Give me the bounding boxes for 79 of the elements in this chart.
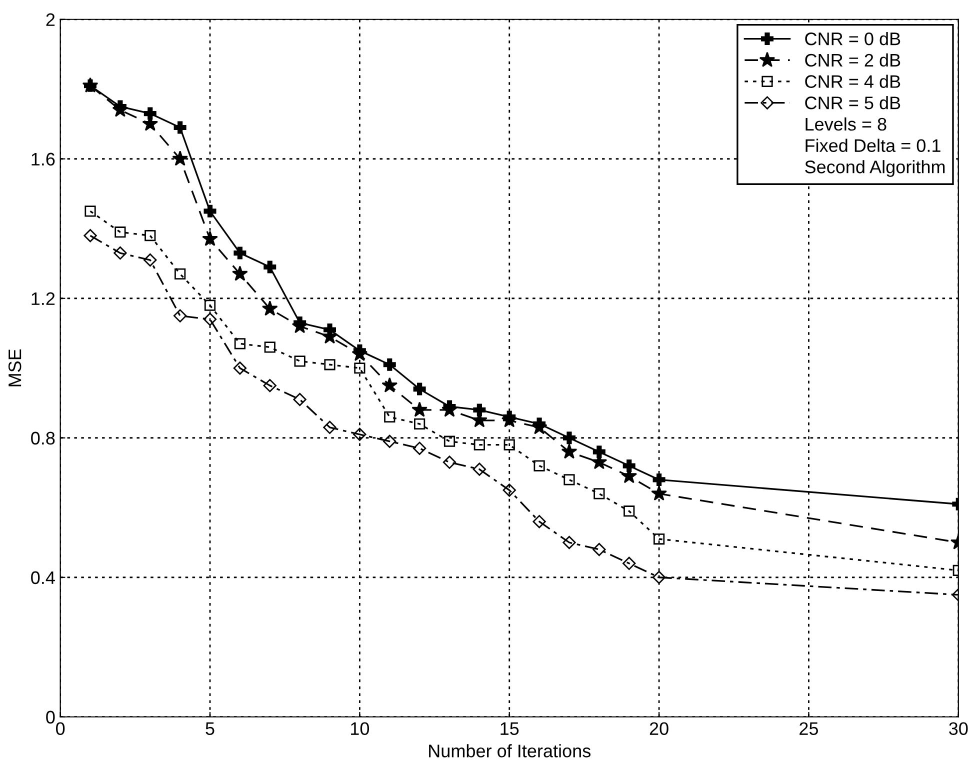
point: [234, 338, 246, 350]
point: [172, 150, 188, 166]
point: [204, 300, 216, 311]
y-tick-label: 0: [46, 710, 55, 724]
point: [383, 358, 396, 371]
point: [474, 439, 485, 450]
point: [202, 230, 218, 246]
point: [412, 402, 428, 417]
point: [442, 456, 456, 469]
point: [144, 107, 156, 120]
x-tick-label: 0: [56, 722, 65, 735]
point: [652, 570, 666, 584]
legend-label: CNR = 0 dB: [805, 32, 900, 46]
point: [174, 268, 186, 280]
point: [84, 229, 97, 242]
x-tick-label: 5: [206, 722, 214, 735]
point: [532, 514, 546, 528]
x-axis-title: Number of Iterations: [429, 744, 591, 758]
legend-label: CNR = 2 dB: [805, 53, 900, 67]
point: [262, 300, 278, 316]
annotation: Second Algorithm: [805, 160, 945, 177]
point: [264, 260, 276, 274]
y-tick-label: 2: [46, 13, 55, 26]
point: [653, 533, 665, 545]
point: [264, 342, 276, 353]
legend-label: CNR = 5 dB: [805, 96, 900, 110]
point: [383, 434, 396, 448]
point: [564, 474, 575, 486]
point: [114, 246, 127, 260]
point: [263, 378, 276, 392]
point: [622, 556, 636, 570]
point: [652, 473, 666, 486]
x-tick-label: 10: [351, 722, 370, 735]
point: [323, 420, 336, 434]
y-tick-label: 0.4: [31, 571, 55, 584]
x-tick-label: 15: [500, 722, 519, 735]
point: [384, 411, 396, 423]
x-tick-label: 20: [650, 722, 668, 735]
y-tick-label: 0.8: [31, 432, 55, 445]
point: [232, 266, 248, 281]
point: [354, 362, 366, 374]
annotation: Levels = 8: [806, 117, 886, 131]
point: [592, 542, 606, 556]
point: [651, 485, 668, 501]
point: [294, 356, 306, 367]
point: [84, 206, 96, 217]
legend-label: CNR = 4 dB: [805, 74, 900, 88]
y-axis-title: MSE: [8, 349, 22, 386]
point: [233, 362, 247, 375]
point: [534, 460, 545, 472]
point: [504, 439, 515, 450]
point: [324, 359, 336, 370]
point: [562, 536, 576, 550]
point: [502, 484, 516, 497]
x-tick-label: 25: [800, 722, 818, 735]
y-tick-label: 1.6: [32, 152, 55, 166]
point: [382, 377, 398, 392]
point: [413, 382, 426, 396]
point: [412, 442, 426, 455]
point: [293, 392, 306, 406]
point: [144, 230, 156, 242]
point: [114, 226, 126, 238]
point: [624, 506, 635, 517]
point: [414, 418, 426, 430]
point: [173, 309, 187, 322]
point: [204, 204, 216, 218]
point: [562, 432, 576, 444]
x-tick-label: 30: [949, 722, 968, 735]
y-tick-label: 1.2: [32, 292, 55, 305]
point: [444, 436, 456, 447]
point: [144, 253, 157, 267]
point: [594, 488, 605, 500]
point: [472, 462, 486, 476]
point: [203, 312, 217, 326]
point: [234, 246, 246, 260]
point: [174, 121, 186, 134]
point: [353, 428, 366, 441]
annotation: Fixed Delta = 0.1: [806, 138, 940, 152]
point: [561, 443, 578, 459]
